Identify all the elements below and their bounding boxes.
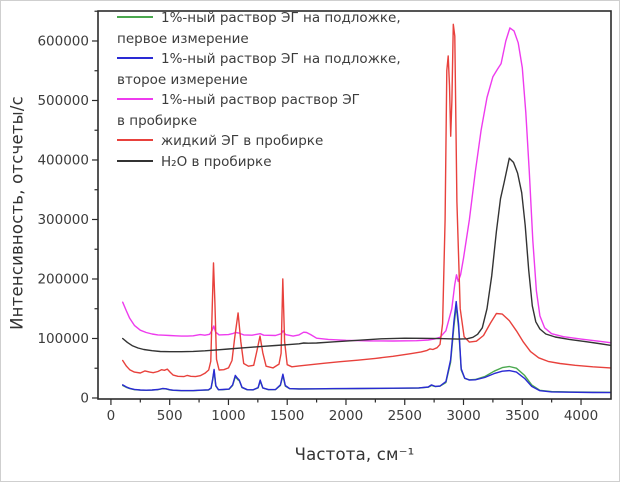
legend-entry-1: 1%-ный раствор ЭГ на подложке, второе изм… xyxy=(117,49,477,90)
x-tick-label: 2000 xyxy=(329,408,363,424)
series-line-1 xyxy=(122,300,612,394)
legend-swatch xyxy=(117,139,153,141)
legend-entry-4: H₂O в пробирке xyxy=(117,152,477,173)
y-tick-label: 500000 xyxy=(37,93,89,109)
y-tick-label: 0 xyxy=(80,390,89,406)
y-tick-label: 400000 xyxy=(37,152,89,168)
legend-swatch xyxy=(117,159,153,162)
legend-swatch xyxy=(117,98,153,100)
series-line-4 xyxy=(122,157,612,353)
legend-label-line: 1%-ный раствор ЭГ на подложке, xyxy=(117,8,477,29)
x-tick-label: 1000 xyxy=(211,408,245,424)
x-tick-label: 3000 xyxy=(446,408,480,424)
legend-entry-2: 1%-ный раствор раствор ЭГ в пробирке xyxy=(117,90,477,131)
series-line-0 xyxy=(122,305,612,393)
plot-border xyxy=(97,10,612,400)
y-tick-label: 300000 xyxy=(37,212,89,228)
legend-swatch xyxy=(117,57,153,59)
x-tick-label: 3500 xyxy=(505,408,539,424)
legend-entry-3: жидкий ЭГ в пробирке xyxy=(117,131,477,152)
x-ticks xyxy=(110,399,582,405)
series-line-3 xyxy=(122,23,612,378)
legend-label-line: жидкий ЭГ в пробирке xyxy=(117,131,477,152)
legend-swatch xyxy=(117,16,153,18)
y-ticks xyxy=(92,10,98,399)
y-axis-title: Интенсивность, отсчеты/с xyxy=(7,96,27,330)
x-tick-label: 500 xyxy=(157,408,183,424)
legend-label-line: 1%-ный раствор ЭГ на подложке, xyxy=(117,49,477,70)
x-axis-title: Частота, см⁻¹ xyxy=(294,445,415,464)
x-tick-label: 0 xyxy=(107,408,116,424)
y-tick-label: 200000 xyxy=(37,271,89,287)
x-tick-label: 4000 xyxy=(564,408,598,424)
legend-label-line: H₂O в пробирке xyxy=(117,152,477,173)
chart-legend: 1%-ный раствор ЭГ на подложке, первое изм… xyxy=(117,8,477,172)
x-tick-label: 1500 xyxy=(270,408,304,424)
y-tick-label: 600000 xyxy=(37,33,89,49)
legend-label-line: первое измерение xyxy=(117,30,249,47)
legend-label-line: 1%-ный раствор раствор ЭГ xyxy=(117,90,477,111)
legend-label-line: в пробирке xyxy=(117,112,198,129)
y-tick-label: 100000 xyxy=(37,331,89,347)
series-line-2 xyxy=(122,27,612,344)
x-tick-label: 2500 xyxy=(388,408,422,424)
legend-entry-0: 1%-ный раствор ЭГ на подложке, первое изм… xyxy=(117,8,477,49)
legend-label-line: второе измерение xyxy=(117,71,248,88)
